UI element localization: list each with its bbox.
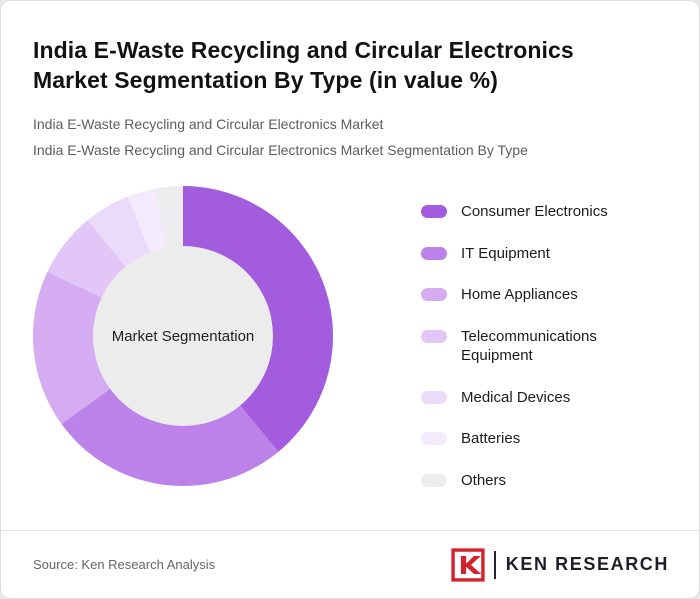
legend: Consumer Electronics IT Equipment Home App… (421, 202, 616, 490)
legend-label: Consumer Electronics (461, 203, 608, 221)
legend-swatch (421, 329, 447, 343)
legend-swatch (421, 288, 447, 302)
subtitle-line-2: India E-Waste Recycling and Circular Ele… (33, 142, 528, 159)
legend-item: IT Equipment (421, 244, 616, 264)
legend-swatch (421, 246, 447, 260)
donut-wrapper: Market Segmentation (33, 186, 333, 487)
legend-label: Telecommunications Equipment (461, 327, 597, 365)
legend-item: Batteries (421, 429, 616, 449)
subtitle-block: India E-Waste Recycling and Circular Ele… (33, 114, 665, 161)
source-text: Source: Ken Research Analysis (33, 557, 216, 572)
logo-text: KEN RESEARCH (505, 554, 669, 574)
legend-label: Others (461, 471, 507, 489)
logo-k-icon (451, 547, 485, 582)
legend-swatch (421, 205, 447, 219)
footer: Source: Ken Research Analysis KEN RESEAR… (1, 530, 699, 598)
legend-item: Telecommunications Equipment (421, 327, 616, 366)
chart-area: Market Segmentation Consumer Electronics… (33, 186, 665, 490)
ken-research-logo: KEN RESEARCH (451, 547, 669, 582)
page-title: India E-Waste Recycling and Circular Ele… (33, 37, 574, 94)
legend-swatch (421, 390, 447, 404)
logo-divider (493, 550, 496, 579)
legend-item: Others (421, 471, 616, 491)
legend-swatch (421, 473, 447, 487)
subtitle-line-1: India E-Waste Recycling and Circular Ele… (33, 115, 384, 132)
legend-item: Consumer Electronics (421, 202, 616, 222)
donut-center-label: Market Segmentation (111, 327, 255, 345)
legend-swatch (421, 432, 447, 446)
legend-label: Batteries (461, 430, 521, 448)
legend-label: Home Appliances (461, 286, 578, 304)
legend-item: Home Appliances (421, 285, 616, 305)
donut-center: Market Segmentation (93, 246, 273, 427)
legend-label: IT Equipment (461, 244, 550, 262)
legend-item: Medical Devices (421, 388, 616, 408)
legend-label: Medical Devices (461, 388, 571, 406)
